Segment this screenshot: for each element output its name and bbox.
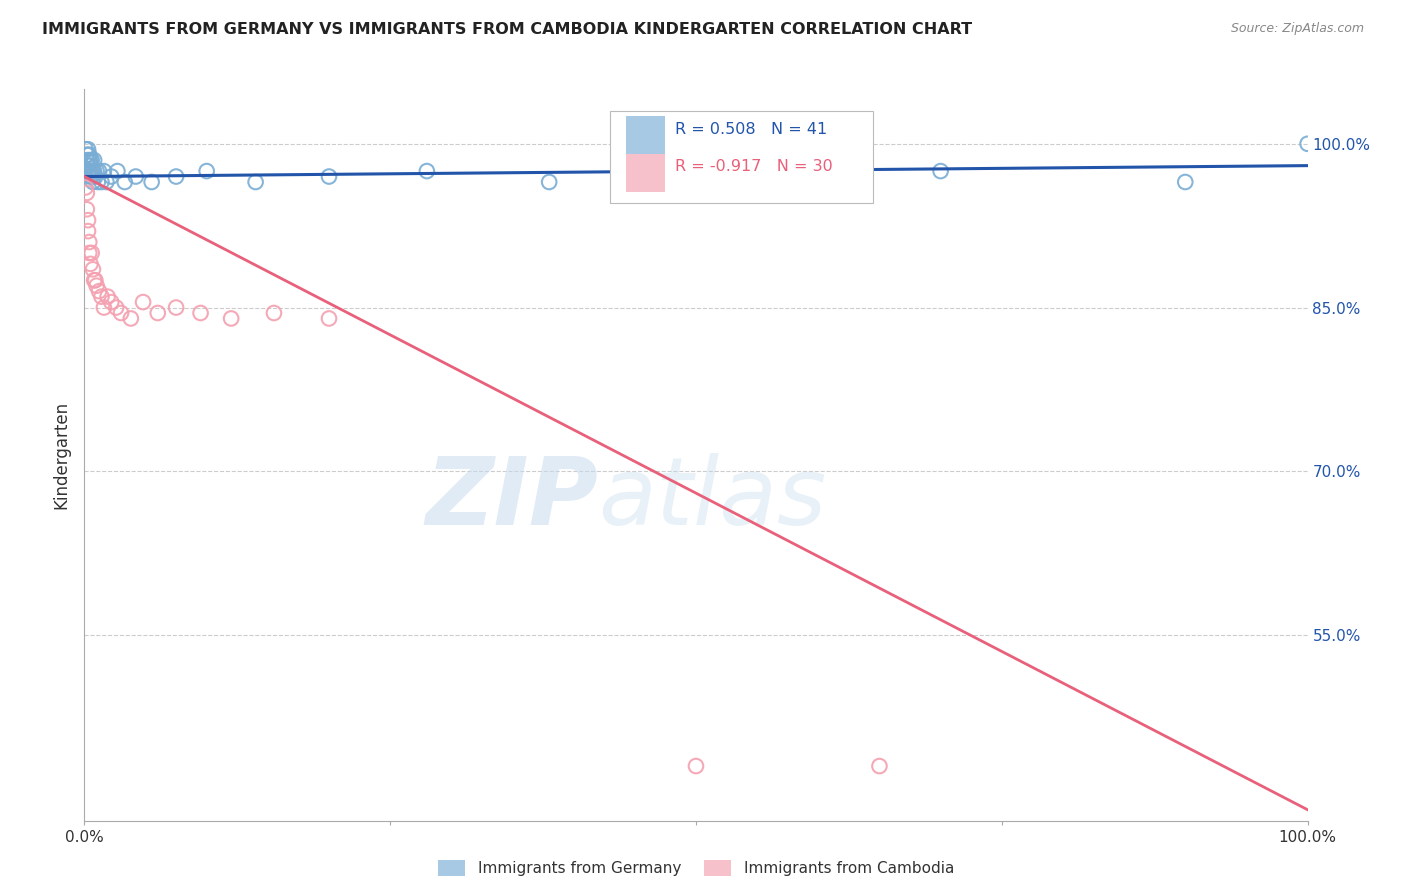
Text: atlas: atlas	[598, 453, 827, 544]
Point	[75, 180, 97, 194]
Point	[125, 169, 148, 184]
Point	[77, 159, 100, 173]
Point	[141, 175, 163, 189]
Point	[77, 153, 100, 168]
Point	[86, 278, 108, 293]
Point	[165, 169, 187, 184]
Point	[79, 257, 101, 271]
Point	[76, 202, 98, 217]
Point	[93, 301, 115, 315]
Text: ZIP: ZIP	[425, 453, 598, 545]
Point	[76, 147, 98, 161]
Point	[245, 175, 267, 189]
Point	[76, 186, 98, 200]
Point	[100, 295, 122, 310]
Point	[90, 175, 112, 189]
Point	[1296, 136, 1319, 151]
Point	[79, 153, 101, 168]
Point	[79, 169, 101, 184]
Point	[84, 273, 107, 287]
Point	[869, 759, 891, 773]
Text: IMMIGRANTS FROM GERMANY VS IMMIGRANTS FROM CAMBODIA KINDERGARTEN CORRELATION CHA: IMMIGRANTS FROM GERMANY VS IMMIGRANTS FR…	[42, 22, 973, 37]
Point	[83, 153, 105, 168]
Point	[86, 164, 108, 178]
Point	[146, 306, 169, 320]
Point	[82, 175, 104, 189]
Point	[105, 301, 128, 315]
Point	[416, 164, 439, 178]
Point	[1174, 175, 1197, 189]
Point	[114, 175, 136, 189]
Point	[77, 142, 100, 156]
Point	[132, 295, 155, 310]
Point	[82, 262, 104, 277]
Point	[80, 169, 103, 184]
Point	[75, 142, 97, 156]
Point	[87, 175, 110, 189]
Point	[87, 284, 110, 298]
Point	[77, 224, 100, 238]
Point	[120, 311, 142, 326]
Point	[77, 213, 100, 227]
Point	[82, 164, 104, 178]
Point	[96, 175, 118, 189]
Point	[190, 306, 212, 320]
Point	[219, 311, 242, 326]
Text: Source: ZipAtlas.com: Source: ZipAtlas.com	[1230, 22, 1364, 36]
FancyBboxPatch shape	[610, 112, 873, 202]
Point	[685, 169, 707, 184]
FancyBboxPatch shape	[626, 116, 665, 154]
Point	[77, 147, 100, 161]
Point	[80, 246, 103, 260]
Point	[77, 235, 100, 249]
Point	[93, 164, 115, 178]
Point	[165, 301, 187, 315]
Point	[110, 306, 132, 320]
Text: R = -0.917   N = 30: R = -0.917 N = 30	[675, 159, 832, 174]
Point	[83, 164, 105, 178]
Point	[77, 164, 100, 178]
Point	[90, 290, 112, 304]
Text: R = 0.508   N = 41: R = 0.508 N = 41	[675, 122, 827, 137]
Point	[77, 246, 100, 260]
Y-axis label: Kindergarten: Kindergarten	[52, 401, 70, 509]
Point	[538, 175, 561, 189]
Point	[76, 153, 98, 168]
Point	[318, 169, 340, 184]
Point	[263, 306, 285, 320]
Point	[83, 273, 105, 287]
Point	[318, 311, 340, 326]
Point	[105, 164, 128, 178]
Point	[77, 164, 100, 178]
Legend: Immigrants from Germany, Immigrants from Cambodia: Immigrants from Germany, Immigrants from…	[432, 855, 960, 882]
Point	[685, 759, 707, 773]
Point	[195, 164, 218, 178]
Point	[80, 164, 103, 178]
Point	[929, 164, 952, 178]
Point	[79, 159, 101, 173]
Point	[97, 290, 120, 304]
Point	[100, 169, 122, 184]
Point	[80, 153, 103, 168]
FancyBboxPatch shape	[626, 153, 665, 192]
Point	[84, 169, 107, 184]
Point	[87, 164, 110, 178]
